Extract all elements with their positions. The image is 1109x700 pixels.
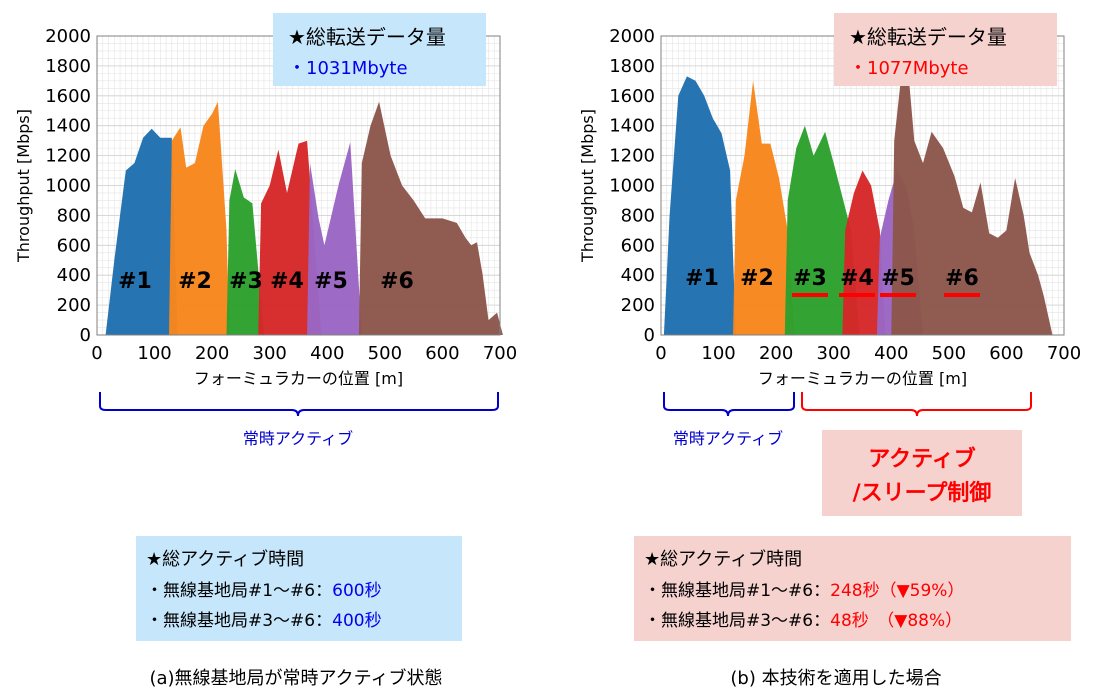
y-tick-label: 1400 <box>609 116 655 137</box>
x-tick-label: 200 <box>759 343 793 364</box>
series-area-1 <box>105 128 178 335</box>
series-area-6 <box>358 101 503 335</box>
x-tick-label: 100 <box>701 343 735 364</box>
series-area-6 <box>891 42 1053 335</box>
y-tick-label: 400 <box>621 265 655 286</box>
control-label-box <box>822 430 1022 516</box>
series-area-2 <box>733 80 795 335</box>
y-tick-label: 1600 <box>609 86 655 107</box>
station-label-5: #5 <box>314 269 348 294</box>
y-tick-label: 1200 <box>45 146 91 167</box>
summary-line2-b: ・無線基地局#3～#6：48秒 （▼88%） <box>644 611 962 631</box>
info-value-b: ・1077Mbyte <box>849 58 969 79</box>
y-tick-label: 2000 <box>609 26 655 47</box>
x-tick-label: 400 <box>874 343 908 364</box>
x-axis-label: フォーミュラカーの位置 [m] <box>758 369 967 388</box>
y-tick-label: 1000 <box>45 176 91 197</box>
y-tick-label: 1600 <box>45 86 91 107</box>
station-label-1: #1 <box>685 266 719 291</box>
station-label-5: #5 <box>881 266 915 291</box>
y-tick-label: 400 <box>57 265 91 286</box>
brace-label-b-right-1: アクティブ <box>868 446 976 472</box>
caption-a: (a)無線基地局が常時アクティブ状態 <box>149 667 442 689</box>
series-area-3 <box>784 125 860 335</box>
y-tick-label: 0 <box>644 325 655 346</box>
station-label-4: #4 <box>270 269 304 294</box>
y-tick-label: 1000 <box>609 176 655 197</box>
x-tick-label: 200 <box>195 343 229 364</box>
y-tick-label: 600 <box>57 235 91 256</box>
y-tick-label: 200 <box>621 295 655 316</box>
summary-line1-b: ・無線基地局#1～#6：248秒（▼59%） <box>644 581 964 601</box>
y-tick-label: 1800 <box>609 56 655 77</box>
summary-box-a: ★総アクティブ時間 ・無線基地局#1～#6：600秒 ・無線基地局#3～#6：4… <box>136 536 462 641</box>
y-tick-label: 200 <box>57 295 91 316</box>
x-tick-label: 100 <box>137 343 171 364</box>
info-title-a: ★総転送データ量 <box>288 25 446 49</box>
station-label-6: #6 <box>380 269 414 294</box>
x-tick-label: 400 <box>310 343 344 364</box>
brace-a <box>99 392 499 417</box>
brace-label-b-left: 常時アクティブ <box>673 429 783 448</box>
brace-label-b-right-2: /スリープ制御 <box>853 480 992 506</box>
station-label-1: #1 <box>118 269 152 294</box>
x-tick-label: 700 <box>1047 343 1081 364</box>
y-axis-label: Throughput [Mbps] <box>14 109 33 263</box>
x-tick-label: 700 <box>483 343 517 364</box>
info-box-b: ★総転送データ量 ・1077Mbyte <box>834 13 1057 86</box>
x-tick-label: 300 <box>817 343 851 364</box>
y-tick-label: 2000 <box>45 26 91 47</box>
series-area-3 <box>226 169 264 335</box>
summary-title-b: ★総アクティブ時間 <box>644 548 802 570</box>
x-tick-label: 500 <box>932 343 966 364</box>
y-tick-label: 0 <box>80 325 91 346</box>
info-value-a: ・1031Mbyte <box>288 58 408 79</box>
x-tick-label: 300 <box>253 343 287 364</box>
station-label-3: #3 <box>229 269 263 294</box>
y-tick-label: 1800 <box>45 56 91 77</box>
x-tick-label: 500 <box>368 343 402 364</box>
summary-box-b: ★総アクティブ時間 ・無線基地局#1～#6：248秒（▼59%） ・無線基地局#… <box>634 536 1071 641</box>
y-tick-label: 1200 <box>609 146 655 167</box>
series-area-4 <box>258 140 322 335</box>
x-tick-label: 600 <box>425 343 459 364</box>
caption-b: (b) 本技術を適用した場合 <box>730 668 941 689</box>
summary-title-a: ★総アクティブ時間 <box>146 548 304 570</box>
x-tick-label: 0 <box>655 343 666 364</box>
brace-b-left <box>663 392 795 417</box>
y-tick-label: 800 <box>621 205 655 226</box>
series-area-5 <box>307 142 362 335</box>
series-area-1 <box>663 76 736 336</box>
brace-b-right <box>801 392 1032 417</box>
series-area-2 <box>169 101 230 335</box>
station-label-2: #2 <box>740 266 774 291</box>
station-label-6: #6 <box>945 266 979 291</box>
y-tick-label: 800 <box>57 205 91 226</box>
station-label-3: #3 <box>793 266 827 291</box>
x-tick-label: 0 <box>91 343 102 364</box>
x-tick-label: 600 <box>989 343 1023 364</box>
brace-label-a: 常時アクティブ <box>243 429 353 448</box>
station-label-2: #2 <box>178 269 212 294</box>
station-label-4: #4 <box>840 266 874 291</box>
summary-line2-a: ・無線基地局#3～#6：400秒 <box>146 611 382 631</box>
info-box-a: ★総転送データ量 ・1031Mbyte <box>273 13 486 86</box>
info-title-b: ★総転送データ量 <box>849 25 1007 49</box>
y-axis-label: Throughput [Mbps] <box>578 109 597 263</box>
y-tick-label: 600 <box>621 235 655 256</box>
summary-line1-a: ・無線基地局#1～#6：600秒 <box>146 581 382 601</box>
x-axis-label: フォーミュラカーの位置 [m] <box>194 369 403 388</box>
y-tick-label: 1400 <box>45 116 91 137</box>
